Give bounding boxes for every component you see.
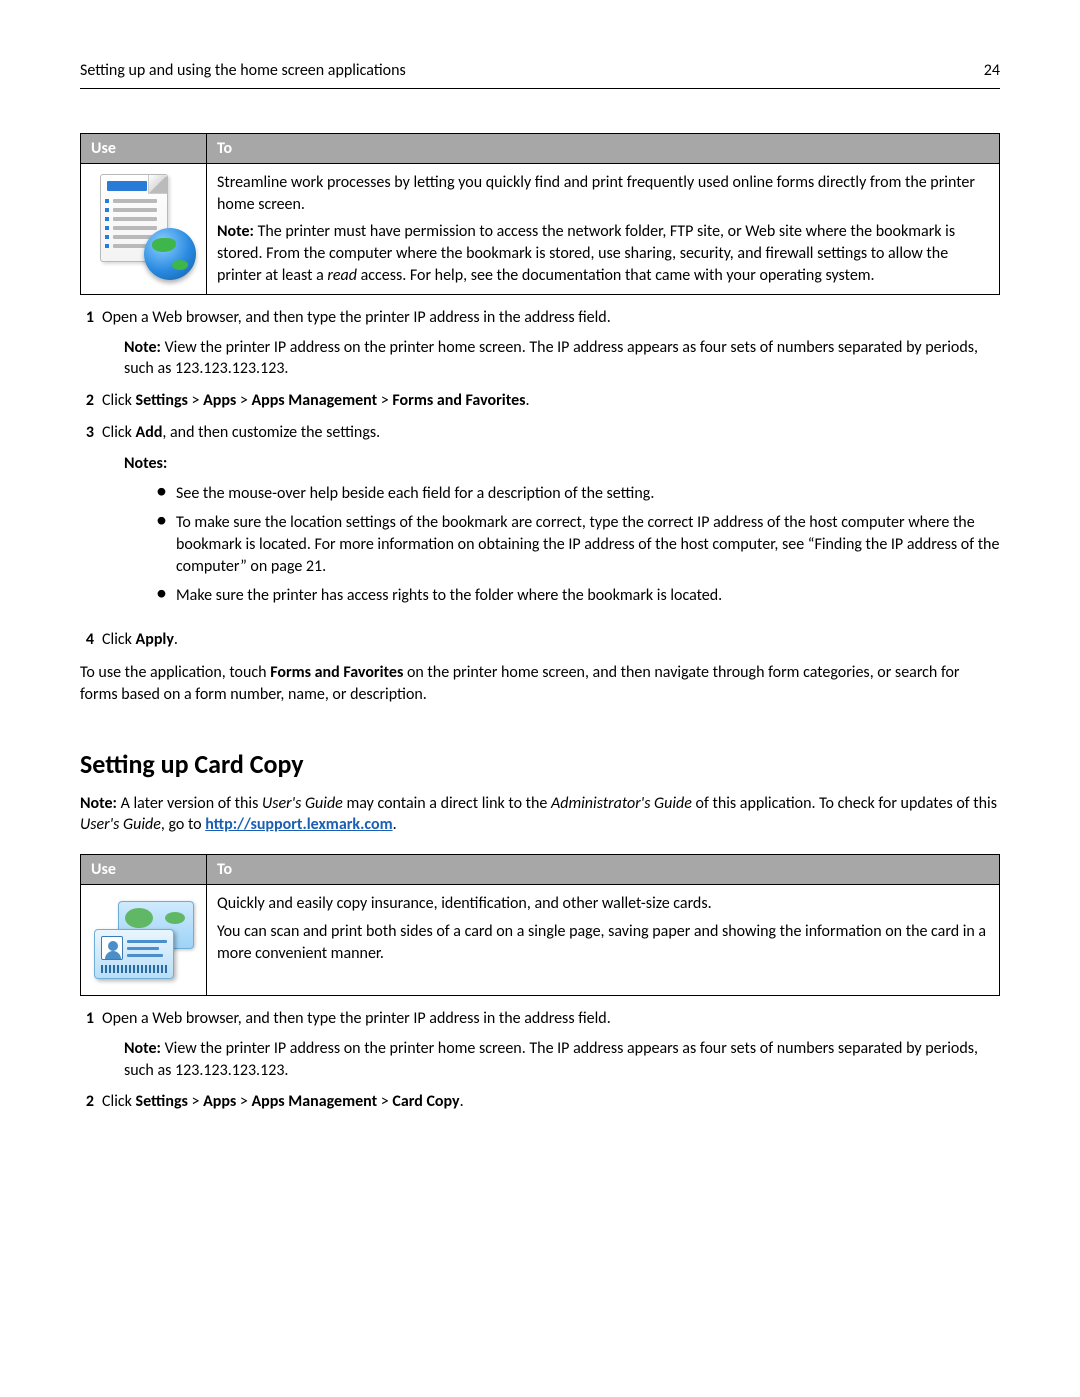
step-2: 2 Click Settings > Apps > Apps Managemen… <box>80 1091 1000 1113</box>
col-header-to: To <box>207 133 1000 164</box>
note-text: View the printer IP address on the print… <box>124 1039 978 1080</box>
document-page: Setting up and using the home screen app… <box>0 0 1080 1397</box>
forms-table: Use To <box>80 133 1000 296</box>
note-label: Note: <box>217 222 254 241</box>
step-3: 3 Click Add, and then customize the sett… <box>80 422 1000 619</box>
bullet-item: Make sure the printer has access rights … <box>152 585 1000 607</box>
support-link[interactable]: http://support.lexmark.com <box>205 815 392 834</box>
page-number: 24 <box>984 60 1000 82</box>
table-row: Streamline work processes by letting you… <box>81 164 1000 295</box>
step-text: Open a Web browser, and then type the pr… <box>102 1009 611 1028</box>
step-text: Open a Web browser, and then type the pr… <box>102 308 611 327</box>
notes-bullets: See the mouse-over help beside each fiel… <box>102 483 1000 607</box>
forms-desc-text: Streamline work processes by letting you… <box>217 172 989 215</box>
note-text: View the printer IP address on the print… <box>124 338 978 379</box>
col-header-use: Use <box>81 133 207 164</box>
bullet-item: See the mouse-over help beside each fiel… <box>152 483 1000 505</box>
note-label: Note: <box>124 1039 161 1058</box>
step-note: Note: View the printer IP address on the… <box>102 1038 1000 1081</box>
forms-favorites-icon-cell <box>81 164 207 295</box>
forms-note: Note: The printer must have permission t… <box>217 221 989 286</box>
table-row: Quickly and easily copy insurance, ident… <box>81 885 1000 996</box>
steps-list-2: 1 Open a Web browser, and then type the … <box>80 1008 1000 1112</box>
step-text: Click Apply. <box>102 629 1000 651</box>
section-heading-card-copy: Setting up Card Copy <box>80 747 1000 782</box>
steps-list-1: 1 Open a Web browser, and then type the … <box>80 307 1000 650</box>
step-1: 1 Open a Web browser, and then type the … <box>80 307 1000 380</box>
step-text: Click Settings > Apps > Apps Management … <box>102 390 1000 412</box>
step-text: Click Add, and then customize the settin… <box>102 423 380 442</box>
forms-favorites-icon <box>100 174 188 274</box>
step-note: Note: View the printer IP address on the… <box>102 337 1000 380</box>
card-desc-2: You can scan and print both sides of a c… <box>217 921 989 964</box>
card-description: Quickly and easily copy insurance, ident… <box>207 885 1000 996</box>
card-desc-1: Quickly and easily copy insurance, ident… <box>217 893 989 915</box>
section-intro: Note: A later version of this User's Gui… <box>80 793 1000 836</box>
col-header-use: Use <box>81 854 207 885</box>
notes-label: Notes: <box>102 453 1000 475</box>
body-paragraph: To use the application, touch Forms and … <box>80 662 1000 705</box>
col-header-to: To <box>207 854 1000 885</box>
step-4: 4 Click Apply. <box>80 629 1000 651</box>
bullet-item: To make sure the location settings of th… <box>152 512 1000 577</box>
note-label: Note: <box>124 338 161 357</box>
card-copy-table: Use To <box>80 854 1000 997</box>
note-label: Note: <box>80 794 117 813</box>
step-text: Click Settings > Apps > Apps Management … <box>102 1091 1000 1113</box>
forms-description: Streamline work processes by letting you… <box>207 164 1000 295</box>
card-copy-icon <box>94 901 194 979</box>
card-copy-icon-cell <box>81 885 207 996</box>
note-italic: read <box>327 266 357 285</box>
header-title: Setting up and using the home screen app… <box>80 60 406 82</box>
running-header: Setting up and using the home screen app… <box>80 60 1000 89</box>
note-text-2: access. For help, see the documentation … <box>357 266 875 285</box>
step-1: 1 Open a Web browser, and then type the … <box>80 1008 1000 1081</box>
step-2: 2 Click Settings > Apps > Apps Managemen… <box>80 390 1000 412</box>
